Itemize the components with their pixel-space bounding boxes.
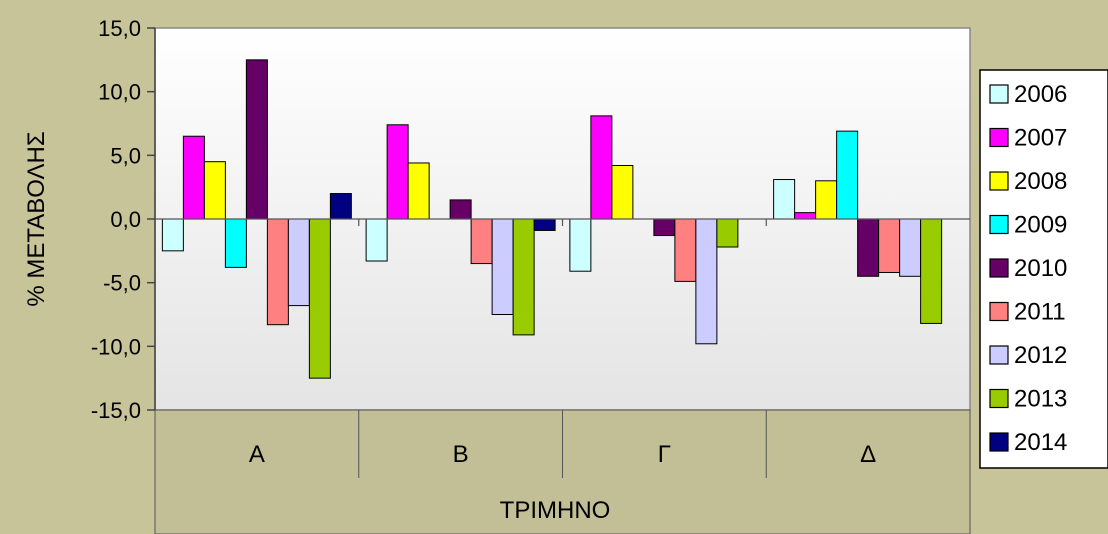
bar-2011-3: [878, 218, 901, 273]
x-tick-label: Δ: [860, 441, 876, 468]
bar-2011-1: [470, 218, 493, 265]
bar-2007-0: [182, 135, 205, 220]
legend-label-2009: 2009: [1014, 212, 1067, 239]
bar-2011-0: [266, 218, 289, 326]
bar-2010-1: [449, 199, 472, 220]
x-axis: Α Β Γ Δ: [155, 218, 970, 478]
bar-2013-3: [920, 218, 943, 324]
legend-swatch-2010: [989, 258, 1009, 278]
y-tick-label: 15,0: [98, 16, 141, 41]
legend-swatch-2014: [989, 432, 1009, 452]
bars-group: [161, 59, 943, 379]
bar-2008-0: [203, 161, 226, 220]
bar-2010-2: [653, 218, 676, 237]
legend-label-2007: 2007: [1014, 125, 1067, 152]
bar-2007-1: [386, 124, 409, 220]
bar-2013-1: [512, 218, 535, 336]
y-tick-label: -15,0: [91, 398, 141, 423]
legend-swatch-2013: [989, 388, 1009, 409]
bar-2012-2: [695, 218, 718, 345]
legend-label-2013: 2013: [1014, 386, 1067, 413]
y-tick-label: 10,0: [98, 80, 141, 105]
x-tick-label: Β: [453, 441, 469, 468]
legend-label-2010: 2010: [1014, 255, 1067, 282]
bar-2006-3: [773, 179, 796, 220]
legend-label-2011: 2011: [1014, 299, 1066, 326]
bar-2006-0: [161, 218, 184, 252]
y-tick-label: 0,0: [110, 207, 141, 232]
x-tick-label: Α: [249, 441, 265, 468]
bar-2010-0: [245, 59, 268, 220]
bar-2010-3: [857, 218, 880, 277]
y-axis-title: % ΜΕΤΑΒΟΛΗΣ: [23, 131, 50, 306]
bar-2014-0: [329, 193, 352, 220]
legend-swatch-2006: [989, 84, 1009, 104]
bar-2012-0: [287, 218, 310, 307]
legend-swatch-2012: [989, 345, 1009, 365]
legend-label-2012: 2012: [1014, 342, 1067, 369]
bar-2006-1: [365, 218, 388, 262]
bar-2012-3: [899, 218, 922, 277]
bar-2007-2: [590, 115, 613, 220]
legend-label-2008: 2008: [1014, 168, 1067, 195]
legend-swatch-2009: [989, 214, 1009, 235]
y-tick-label: -10,0: [91, 334, 141, 359]
legend-swatch-2008: [989, 171, 1009, 191]
bar-2006-2: [569, 218, 592, 272]
x-axis-title: ΤΡΙΜΗΝΟ: [500, 497, 611, 524]
bar-2013-0: [308, 218, 331, 379]
bar-2014-1: [533, 218, 556, 231]
legend-label-2014: 2014: [1014, 429, 1067, 456]
bar-2008-3: [815, 180, 838, 220]
legend: 2006 2007 2008 2009 2010 2011 2012 2013 2014: [989, 81, 1067, 456]
bar-2008-2: [611, 165, 634, 220]
bar-2008-1: [407, 162, 430, 220]
y-tick-label: 5,0: [110, 143, 141, 168]
bar-2013-2: [716, 218, 739, 248]
x-tick-label: Γ: [658, 441, 671, 468]
legend-label-2006: 2006: [1014, 81, 1067, 108]
bar-2007-3: [794, 212, 817, 220]
bar-2011-2: [674, 218, 697, 282]
bar-2009-3: [836, 130, 859, 220]
y-axis: 15,0 10,0 5,0 0,0 -5,0 -10,0 -15,0: [91, 16, 156, 423]
bar-2012-1: [491, 218, 514, 315]
y-tick-label: -5,0: [103, 271, 141, 296]
bar-2009-0: [224, 218, 247, 268]
legend-swatch-2011: [989, 301, 1009, 322]
legend-swatch-2007: [989, 127, 1009, 148]
